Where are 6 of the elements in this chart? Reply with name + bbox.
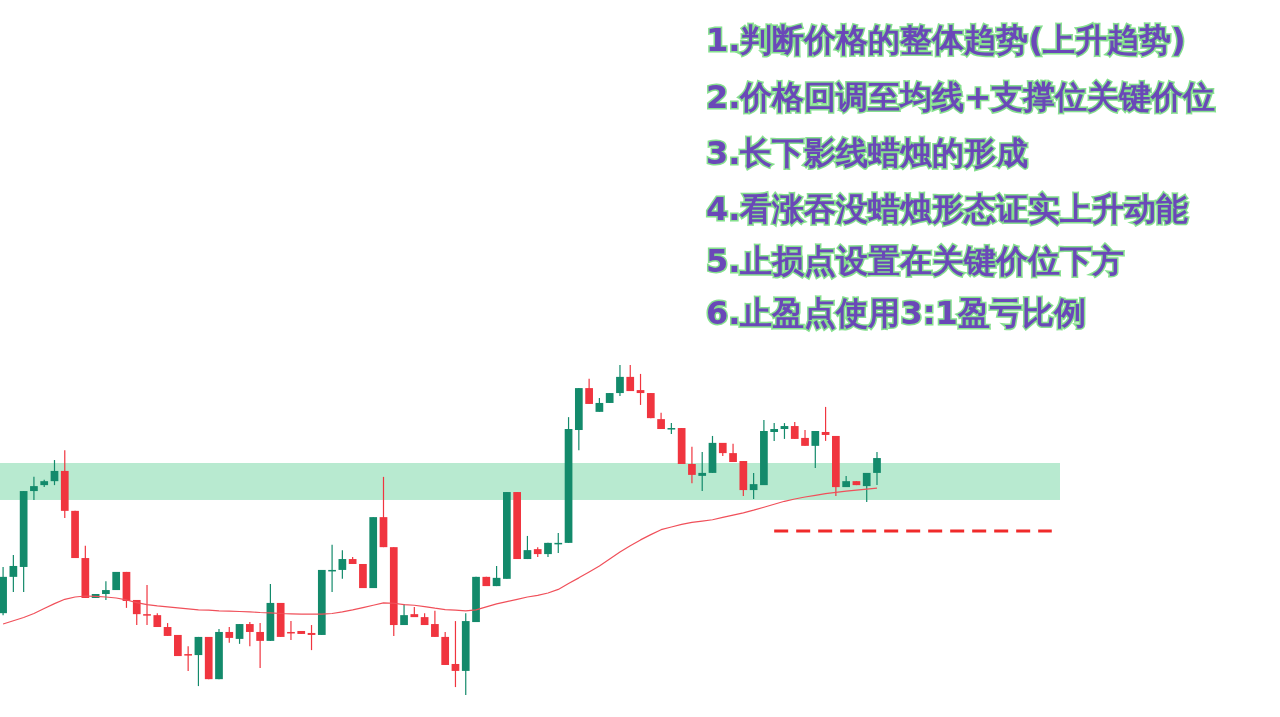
annotation: 5.止损点设置在关键价位下方 [706, 242, 1125, 280]
annotation: 1.判断价格的整体趋势(上升趋势) [706, 21, 1186, 59]
annotation: 3.长下影线蜡烛的形成 [706, 134, 1029, 172]
annotation: 4.看涨吞没蜡烛形态证实上升动能 [706, 190, 1189, 228]
annotation: 2.价格回调至均线+支撑位关键价位 [706, 78, 1216, 116]
annotation: 6.止盈点使用3:1盈亏比例 [706, 294, 1086, 332]
